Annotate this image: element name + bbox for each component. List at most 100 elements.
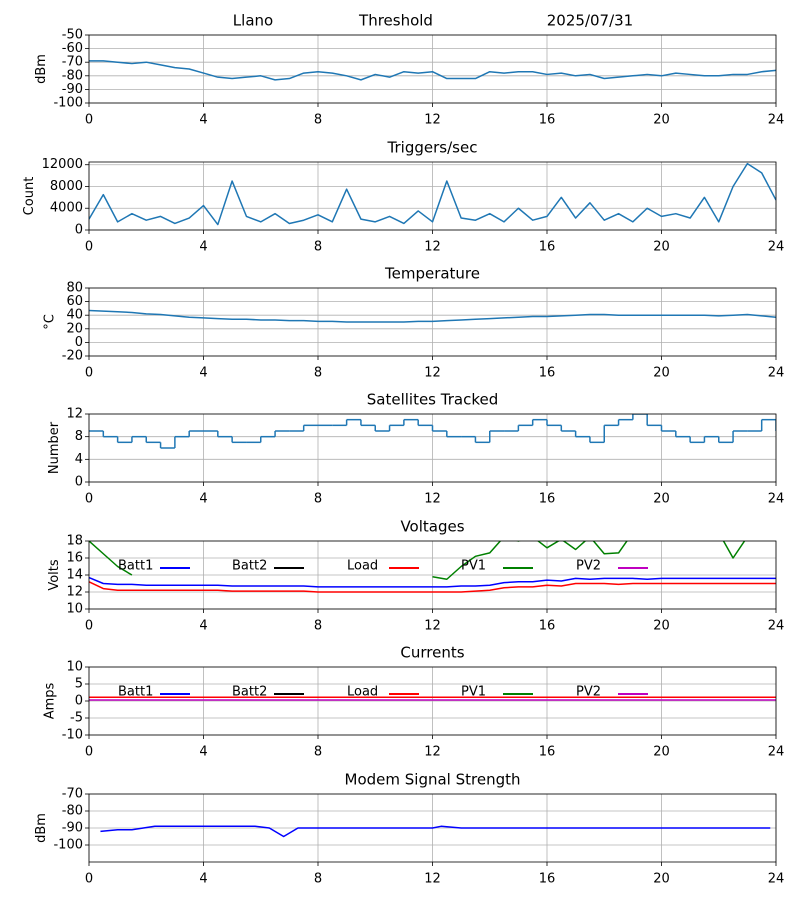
y-tick-label: -100: [53, 96, 83, 111]
x-tick-label: 4: [199, 240, 207, 255]
y-tick-label: -70: [62, 55, 83, 70]
y-tick-label: -50: [62, 28, 83, 43]
y-axis-label: Volts: [47, 559, 62, 591]
x-tick-label: 8: [314, 872, 322, 887]
x-tick-label: 4: [199, 366, 207, 381]
x-tick-label: 4: [199, 113, 207, 128]
plot-area: [100, 825, 771, 838]
y-tick-label: -80: [62, 68, 83, 83]
axes-frame: [88, 287, 777, 357]
x-tick-label: 24: [768, 366, 785, 381]
y-tick-label: 40: [66, 308, 83, 323]
y-tick-label: -100: [53, 838, 83, 853]
x-tick-label: 24: [768, 619, 785, 634]
x-tick-label: 8: [314, 492, 322, 507]
x-tick-label: 0: [85, 745, 93, 760]
y-axis-label: dBm: [34, 54, 49, 84]
y-tick-label: 4: [75, 452, 83, 467]
y-tick-label: 12000: [42, 157, 83, 172]
y-tick-label: 12: [66, 585, 83, 600]
x-tick-label: 8: [314, 113, 322, 128]
legend-label: Batt1: [118, 685, 153, 700]
x-tick-label: 4: [199, 872, 207, 887]
y-tick-label: 10: [66, 602, 83, 617]
series-line: [89, 60, 776, 81]
y-tick-label: 0: [75, 223, 83, 238]
plot-area: [89, 541, 776, 593]
series-line: [100, 825, 771, 838]
x-tick-label: 0: [85, 113, 93, 128]
legend-label: PV2: [576, 685, 601, 700]
x-tick-label: 20: [653, 745, 670, 760]
chart-title: Currents: [400, 644, 464, 662]
y-tick-label: -60: [62, 41, 83, 56]
x-tick-label: 24: [768, 872, 785, 887]
x-tick-label: 4: [199, 619, 207, 634]
x-tick-label: 8: [314, 619, 322, 634]
x-tick-label: 4: [199, 492, 207, 507]
y-tick-label: 80: [66, 281, 83, 296]
y-axis-label: Count: [22, 177, 37, 216]
y-tick-label: 0: [75, 475, 83, 490]
x-tick-label: 0: [85, 366, 93, 381]
series-line: [89, 162, 776, 226]
x-tick-label: 12: [424, 872, 441, 887]
plot-area: [89, 309, 776, 323]
y-tick-label: 18: [66, 534, 83, 549]
y-axis-label: Amps: [42, 682, 57, 719]
y-tick-label: -5: [70, 711, 83, 726]
legend-label: Batt2: [232, 685, 267, 700]
x-tick-label: 16: [539, 492, 556, 507]
legend-label: Load: [347, 559, 378, 574]
chart-title: Llano: [233, 12, 273, 30]
x-tick-label: 12: [424, 113, 441, 128]
x-tick-label: 8: [314, 366, 322, 381]
legend-label: PV2: [576, 559, 601, 574]
y-tick-label: 14: [66, 568, 83, 583]
y-tick-label: 12: [66, 407, 83, 422]
axes-frame: [88, 793, 777, 863]
x-tick-label: 20: [653, 872, 670, 887]
y-tick-label: 0: [75, 694, 83, 709]
axes-frame: [88, 413, 777, 483]
x-tick-label: 20: [653, 619, 670, 634]
plot-area: [89, 162, 776, 226]
y-tick-label: 5: [75, 677, 83, 692]
y-tick-label: 0: [75, 335, 83, 350]
y-tick-label: -90: [62, 821, 83, 836]
x-tick-label: 12: [424, 240, 441, 255]
y-axis-label: °C: [42, 314, 57, 330]
y-tick-label: 60: [66, 294, 83, 309]
x-tick-label: 20: [653, 366, 670, 381]
x-tick-label: 8: [314, 240, 322, 255]
axes-frame: [88, 34, 777, 104]
y-tick-label: 8: [75, 429, 83, 444]
y-tick-label: -70: [62, 787, 83, 802]
x-tick-label: 12: [424, 366, 441, 381]
series-line: [89, 576, 776, 588]
y-tick-label: 16: [66, 551, 83, 566]
x-tick-label: 0: [85, 240, 93, 255]
x-tick-label: 12: [424, 492, 441, 507]
chart-title: Modem Signal Strength: [345, 771, 521, 789]
y-tick-label: 4000: [50, 201, 83, 216]
x-tick-label: 0: [85, 492, 93, 507]
x-tick-label: 12: [424, 745, 441, 760]
y-tick-label: 8000: [50, 179, 83, 194]
chart-title: Temperature: [384, 265, 480, 283]
x-tick-label: 24: [768, 492, 785, 507]
x-tick-label: 16: [539, 745, 556, 760]
y-tick-label: 10: [66, 660, 83, 675]
x-tick-label: 24: [768, 240, 785, 255]
x-tick-label: 0: [85, 872, 93, 887]
x-tick-label: 16: [539, 619, 556, 634]
x-tick-label: 8: [314, 745, 322, 760]
legend-label: Batt1: [118, 559, 153, 574]
x-tick-label: 16: [539, 240, 556, 255]
chart-title: Triggers/sec: [387, 139, 478, 157]
x-tick-label: 20: [653, 113, 670, 128]
legend-label: Load: [347, 685, 378, 700]
y-tick-label: 20: [66, 321, 83, 336]
